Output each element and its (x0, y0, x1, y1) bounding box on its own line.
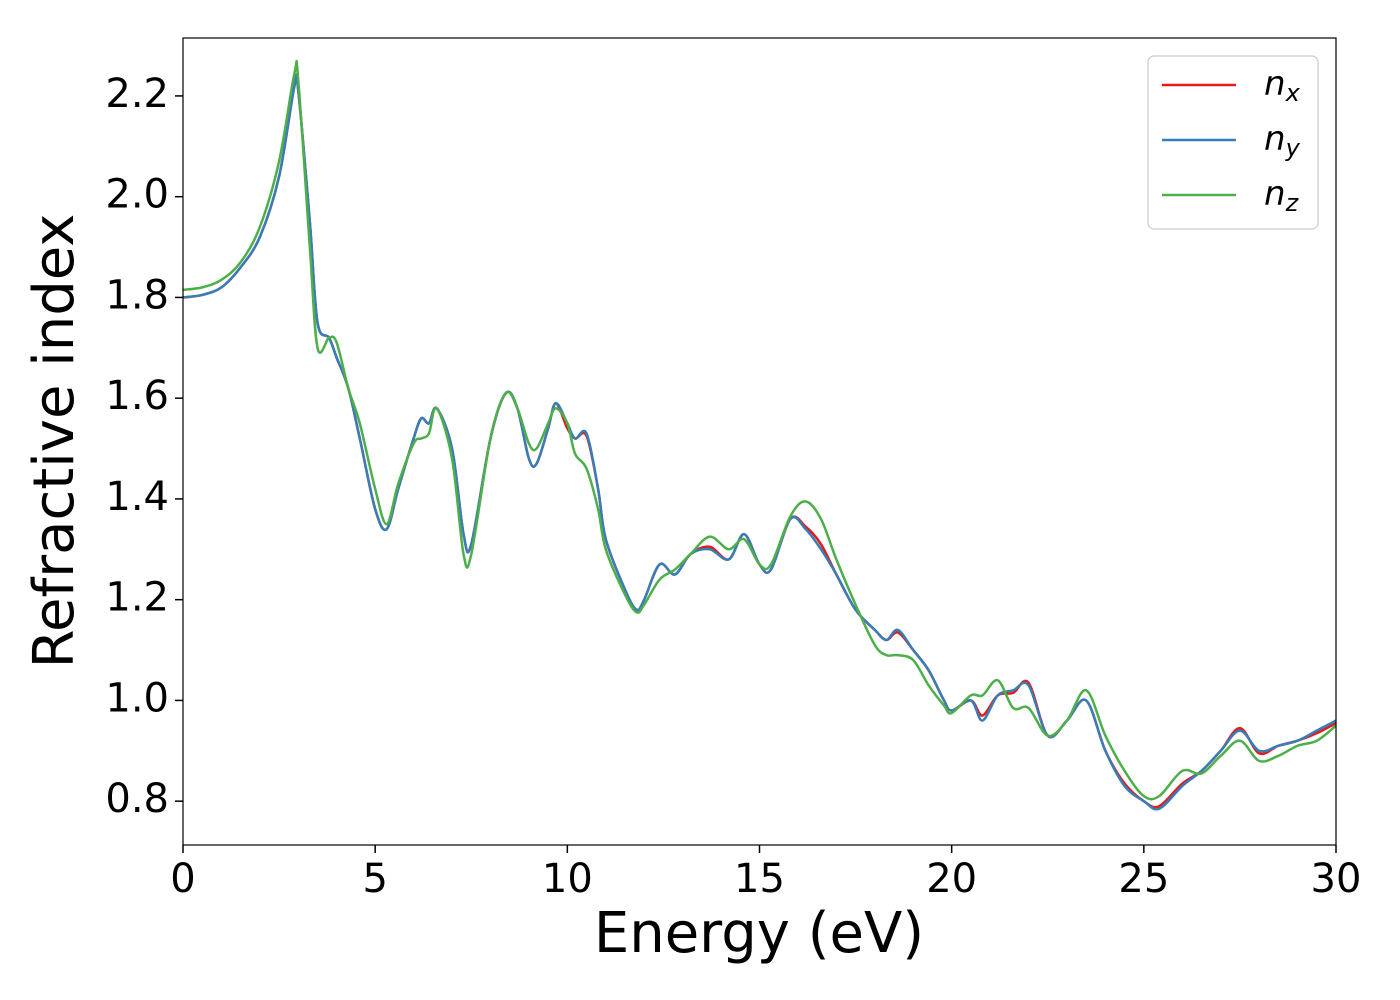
legend-sub: y (1285, 134, 1301, 162)
legend-label: nz (1264, 174, 1300, 218)
x-tick-label: 10 (542, 856, 593, 902)
y-tick-label: 1.8 (105, 272, 169, 318)
y-tick-label: 1.0 (105, 675, 169, 721)
legend-main: n (1264, 64, 1286, 104)
legend-main: n (1264, 119, 1286, 159)
legend-main: n (1264, 174, 1286, 214)
legend-label: ny (1264, 119, 1301, 163)
y-tick-label: 1.2 (105, 575, 169, 621)
y-tick-label: 2.2 (105, 71, 169, 117)
legend-box (1147, 55, 1319, 230)
x-tick-label: 25 (1118, 856, 1169, 902)
series-line (183, 73, 1336, 811)
y-tick-label: 0.8 (105, 776, 169, 822)
x-tick-label: 0 (170, 856, 195, 902)
y-tick-label: 1.6 (105, 373, 169, 419)
plot-frame (182, 37, 1337, 846)
x-tick-label: 30 (1311, 856, 1362, 902)
x-tick-label: 20 (926, 856, 977, 902)
x-axis-label: Energy (eV) (594, 901, 924, 966)
legend-sub: z (1285, 189, 1300, 217)
x-tick-label: 15 (734, 856, 785, 902)
x-tick-label: 5 (362, 856, 387, 902)
legend-sub: x (1285, 79, 1301, 107)
y-tick-label: 2.0 (105, 172, 169, 218)
series-line (183, 59, 1336, 801)
y-tick-label: 1.4 (105, 474, 169, 520)
y-axis-label: Refractive index (22, 214, 87, 669)
legend-label: nx (1264, 64, 1301, 108)
